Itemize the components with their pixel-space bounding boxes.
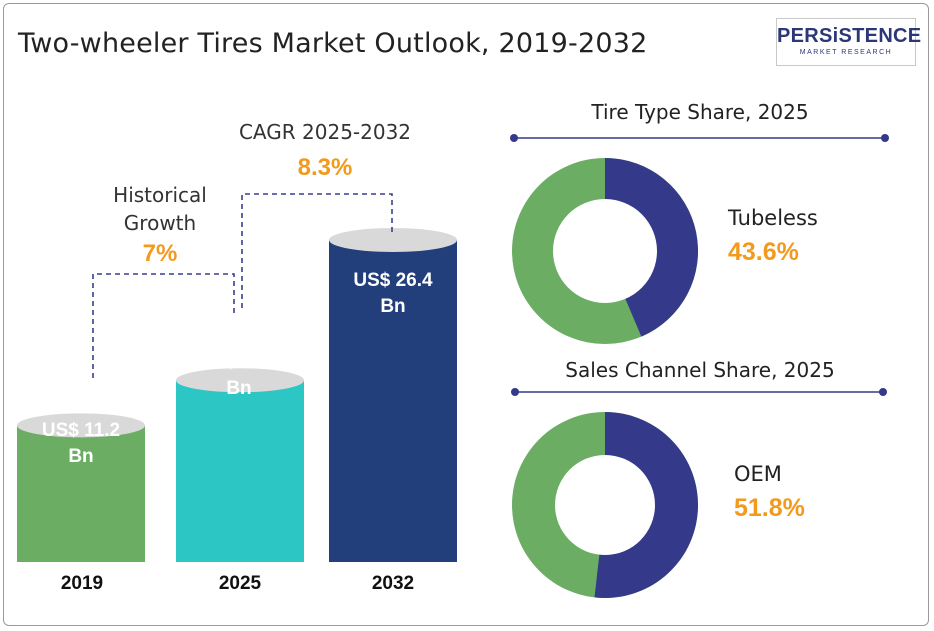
pie1-value: 43.6%	[728, 238, 799, 266]
bar-2032	[329, 240, 457, 562]
bar-value-2032: US$ 26.4 Bn	[353, 270, 433, 317]
x-tick-2025: 2025	[218, 573, 262, 594]
pie2-hole	[555, 455, 655, 555]
pie2-divider-dot-left	[511, 388, 519, 396]
pie1-divider-dot-right	[881, 134, 889, 142]
cagr-label: CAGR 2025-2032	[238, 120, 412, 144]
logo-name: PERSiSTENCE	[777, 25, 922, 47]
logo-tagline: MARKET RESEARCH	[799, 49, 893, 56]
bar-value-2025: US$ 14.9 Bn	[199, 352, 279, 399]
historical-connector	[92, 273, 235, 378]
pie2-value: 51.8%	[734, 494, 805, 522]
bar-cap-2019	[17, 413, 145, 438]
bar-2019	[17, 425, 145, 562]
bar-2025	[176, 380, 304, 562]
x-tick-2019: 2019	[60, 573, 104, 594]
cagr-connector	[241, 193, 393, 308]
pie1-hole	[553, 199, 657, 303]
bar-value-2019: US$ 11.2 Bn	[41, 420, 121, 467]
chart-frame	[3, 3, 929, 626]
historical-growth-value: 7%	[142, 240, 178, 267]
pie2-divider-dot-right	[879, 388, 887, 396]
bar-cap-2032	[329, 228, 457, 252]
bar-cap-2025	[176, 368, 304, 393]
brand-logo: PERSiSTENCE MARKET RESEARCH	[776, 18, 922, 66]
bar-label-2019: US$ 11.2 Bn	[18, 418, 144, 470]
bar-label-2032: US$ 26.4 Bn	[330, 268, 456, 320]
pie1-label: Tubeless	[728, 206, 818, 230]
bar-label-2025: US$ 14.9 Bn	[176, 350, 302, 402]
pie1-title: Tire Type Share, 2025	[591, 100, 809, 124]
cagr-value: 8.3%	[297, 154, 353, 181]
pie2-title: Sales Channel Share, 2025	[565, 358, 835, 382]
pie1-divider-dot-left	[510, 134, 518, 142]
x-tick-2032: 2032	[371, 573, 415, 594]
chart-title: Two-wheeler Tires Market Outlook, 2019-2…	[18, 28, 648, 59]
pie2-label: OEM	[734, 462, 782, 486]
historical-growth-label: Historical Growth	[113, 183, 207, 235]
